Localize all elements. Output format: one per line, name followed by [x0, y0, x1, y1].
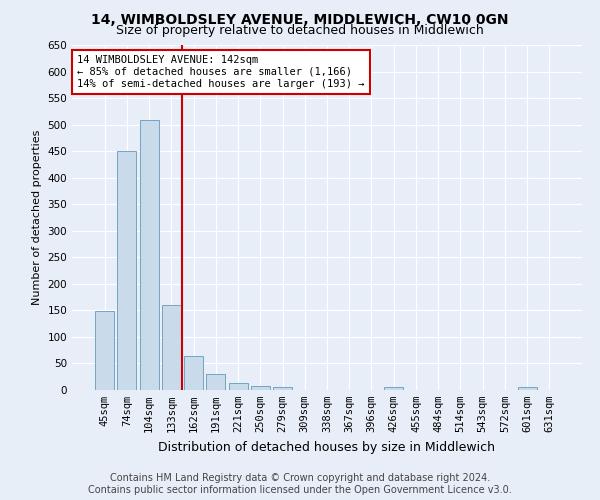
Text: 14, WIMBOLDSLEY AVENUE, MIDDLEWICH, CW10 0GN: 14, WIMBOLDSLEY AVENUE, MIDDLEWICH, CW10… [91, 12, 509, 26]
Bar [95, 312, 114, 390]
Text: 14 WIMBOLDSLEY AVENUE: 142sqm
← 85% of detached houses are smaller (1,166)
14% o: 14 WIMBOLDSLEY AVENUE: 142sqm ← 85% of d… [77, 56, 365, 88]
Bar [518, 388, 536, 390]
X-axis label: Distribution of detached houses by size in Middlewich: Distribution of detached houses by size … [158, 440, 496, 454]
Bar [384, 388, 403, 390]
Text: Contains HM Land Registry data © Crown copyright and database right 2024.
Contai: Contains HM Land Registry data © Crown c… [88, 474, 512, 495]
Bar [140, 120, 158, 390]
Bar [273, 388, 292, 390]
Bar [118, 151, 136, 390]
Y-axis label: Number of detached properties: Number of detached properties [32, 130, 42, 305]
Bar [251, 386, 270, 390]
Bar [162, 305, 181, 390]
Bar [229, 383, 248, 390]
Text: Size of property relative to detached houses in Middlewich: Size of property relative to detached ho… [116, 24, 484, 37]
Bar [184, 356, 203, 390]
Bar [206, 374, 225, 390]
